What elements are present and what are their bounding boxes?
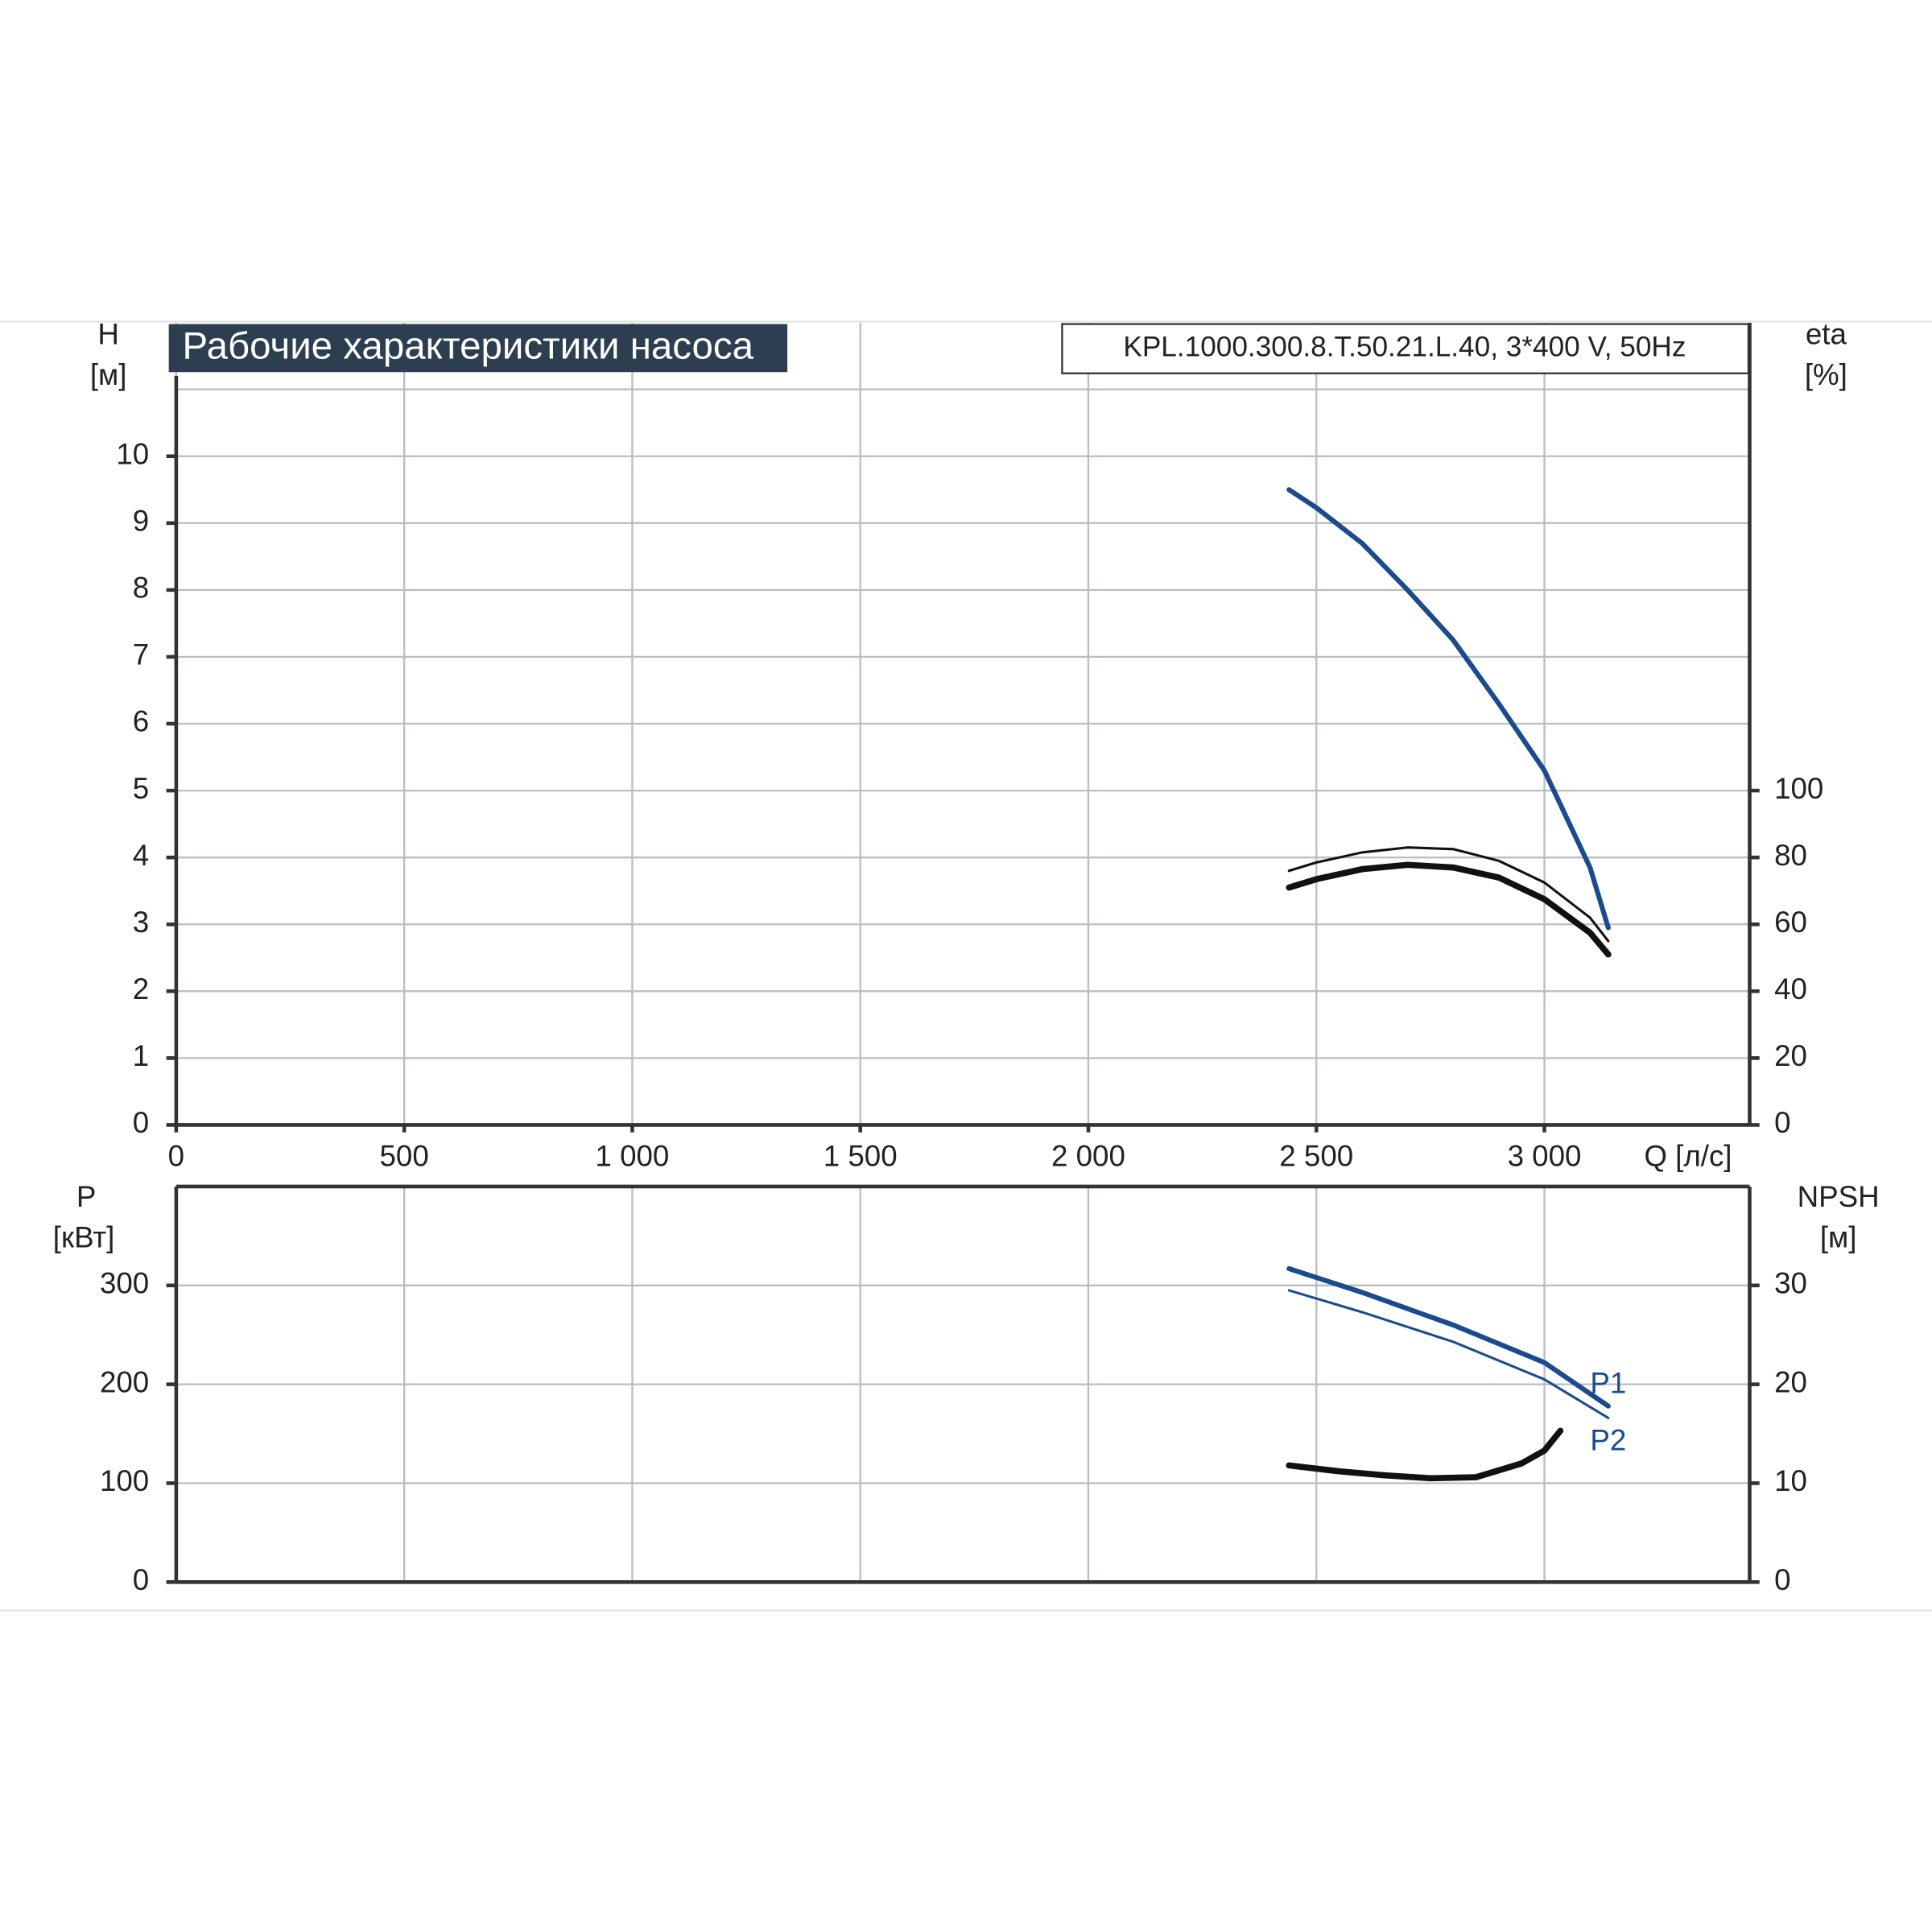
y2-axis-unit: [м]: [1820, 1220, 1857, 1253]
y-tick-label: 8: [133, 572, 149, 605]
title-box: [168, 324, 788, 373]
y2-tick-label: 30: [1774, 1267, 1807, 1300]
x-tick-label: 500: [380, 1139, 429, 1172]
model-box: [1061, 323, 1750, 374]
x-tick-label: 3 000: [1508, 1139, 1582, 1172]
series-line: [1287, 846, 1610, 943]
x-axis-label: Q [л/с]: [1644, 1139, 1732, 1172]
y2-tick-label: 0: [1774, 1106, 1790, 1139]
y-axis-label: P: [76, 1180, 97, 1213]
x-tick-label: 2 000: [1051, 1139, 1125, 1172]
y-tick-label: 1: [133, 1039, 149, 1072]
series-line: [1286, 861, 1612, 958]
y-tick-label: 0: [133, 1106, 149, 1139]
y2-tick-label: 20: [1774, 1365, 1807, 1398]
y2-axis-label: NPSH: [1798, 1180, 1880, 1213]
y-tick-label: 6: [133, 705, 149, 738]
y-axis-unit: [кВт]: [53, 1220, 115, 1253]
x-tick-label: 1 000: [595, 1139, 669, 1172]
y-axis-unit: [м]: [90, 358, 127, 391]
chart-title: Рабочие характеристики насоса: [183, 325, 754, 368]
series-line: [1286, 1265, 1611, 1409]
y2-tick-label: 60: [1774, 906, 1807, 939]
y-tick-label: 200: [100, 1365, 149, 1398]
y2-tick-label: 40: [1774, 972, 1807, 1005]
y2-tick-label: 80: [1774, 839, 1807, 872]
y-tick-label: 10: [116, 437, 149, 470]
series-line: [1287, 1289, 1610, 1419]
y-tick-label: 0: [133, 1563, 149, 1596]
series-label: P1: [1590, 1366, 1626, 1399]
y2-tick-label: 100: [1774, 772, 1823, 805]
y-tick-label: 9: [133, 505, 149, 538]
y2-axis-unit: [%]: [1805, 358, 1847, 391]
y-tick-label: 4: [133, 839, 149, 872]
y-tick-label: 7: [133, 638, 149, 671]
x-tick-label: 0: [168, 1139, 184, 1172]
series-label: P2: [1590, 1424, 1626, 1457]
y2-axis-label: eta: [1806, 318, 1847, 351]
y-tick-label: 5: [133, 772, 149, 805]
y2-tick-label: 20: [1774, 1039, 1807, 1072]
y-tick-label: 2: [133, 972, 149, 1005]
plot-layer: 0 500 1 000 1 500 2 000 2 500 3 000 0 1 2 3 4 5 6 7 8 9 1…: [100, 323, 1823, 1596]
y-tick-label: 3: [133, 906, 149, 939]
series-line: [1286, 1427, 1564, 1482]
y-axis-label: H: [97, 318, 119, 351]
x-tick-label: 1 500: [824, 1139, 898, 1172]
y-tick-label: 100: [100, 1464, 149, 1497]
x-tick-label: 2 500: [1279, 1139, 1353, 1172]
model-label: KPL.1000.300.8.T.50.21.L.40, 3*400 V, 50…: [1123, 331, 1686, 362]
y-tick-label: 300: [100, 1267, 149, 1300]
y2-tick-label: 10: [1774, 1464, 1807, 1497]
series-line: [1286, 487, 1611, 931]
y2-tick-label: 0: [1774, 1563, 1790, 1596]
